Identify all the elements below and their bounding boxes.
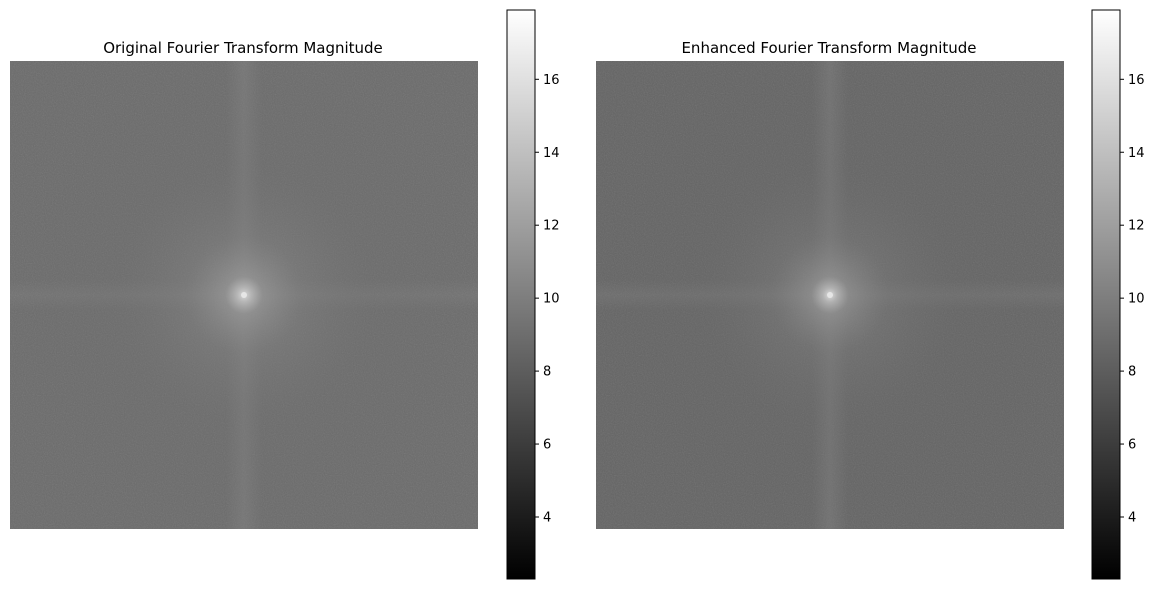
colorbar-tick-label: 4 (543, 510, 551, 525)
colorbar-tick-label: 12 (1128, 219, 1145, 234)
colorbar-tick-label: 10 (543, 292, 560, 307)
panel-title-enhanced: Enhanced Fourier Transform Magnitude (681, 39, 976, 57)
colorbar-tick-label: 6 (543, 438, 551, 453)
colorbar-tick-label: 16 (1128, 73, 1145, 88)
panel-enhanced: Enhanced Fourier Transform Magnitude 4 6 8… (596, 9, 1145, 580)
panel-title-original: Original Fourier Transform Magnitude (103, 39, 383, 57)
colorbar-tick-label: 14 (1128, 146, 1145, 161)
colorbar-gradient (506, 9, 536, 580)
colorbar-tick-label: 6 (1128, 438, 1136, 453)
colorbar-tick-label: 4 (1128, 510, 1136, 525)
panel-original: Original Fourier Transform Magnitude 4 6 8… (10, 9, 560, 580)
spectrum-image-original (10, 61, 478, 529)
colorbar-tick-label: 8 (543, 365, 551, 380)
spectrum-image-enhanced (596, 61, 1064, 529)
colorbar-tick-label: 10 (1128, 292, 1145, 307)
colorbar-tick-label: 14 (543, 146, 560, 161)
colorbar-tick-label: 8 (1128, 365, 1136, 380)
colorbar-tick-label: 16 (543, 73, 560, 88)
colorbar-gradient (1091, 9, 1121, 580)
colorbar-enhanced: 4 6 8 10 12 14 16 (1091, 9, 1145, 580)
colorbar-tick-label: 12 (543, 219, 560, 234)
colorbar-original: 4 6 8 10 12 14 16 (506, 9, 560, 580)
